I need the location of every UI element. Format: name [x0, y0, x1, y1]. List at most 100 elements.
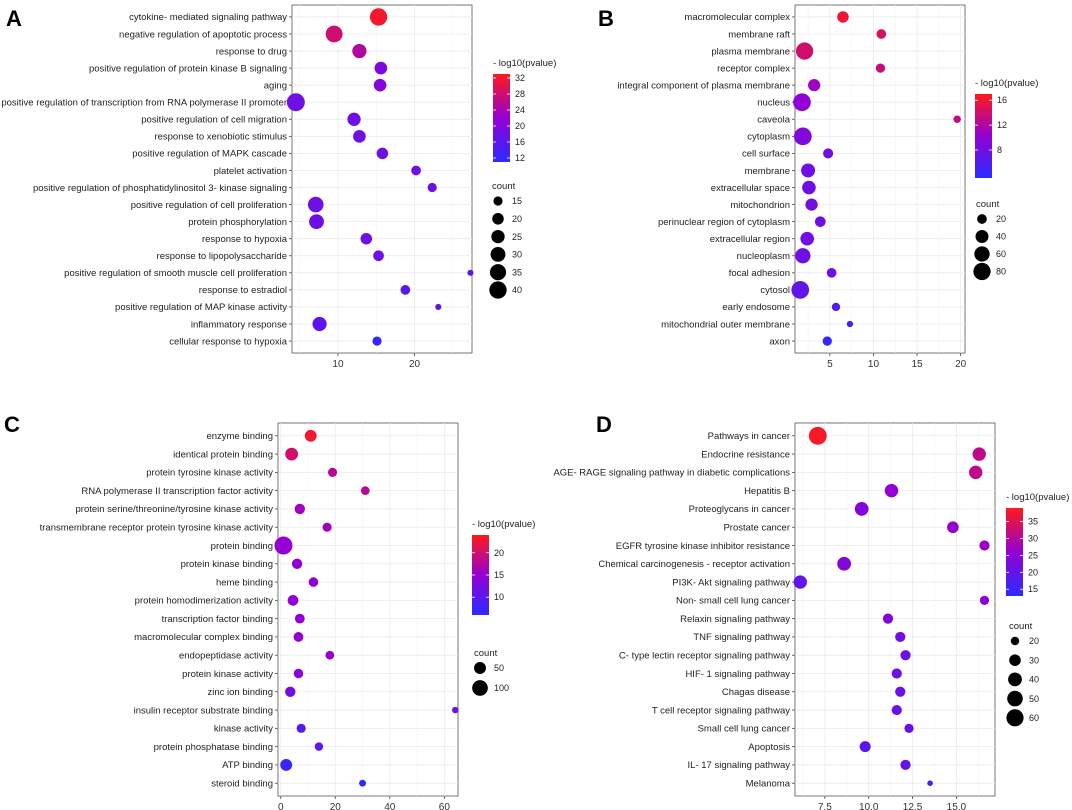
data-point: [352, 43, 367, 59]
category-label: platelet activation: [214, 166, 287, 177]
x-tick-label: 20: [409, 359, 421, 370]
category-label: early endosome: [722, 302, 790, 313]
category-label: transcription factor binding: [162, 614, 273, 625]
category-label: response to estradiol: [199, 285, 287, 296]
data-point: [837, 556, 852, 571]
data-point: [374, 61, 388, 75]
category-label: positive regulation of cell migration: [141, 115, 287, 126]
category-label: membrane raft: [728, 29, 790, 40]
size-legend-label: 100: [494, 683, 509, 693]
category-label: Chemical carcinogenesis - receptor activ…: [598, 559, 790, 570]
category-label: cytosol: [760, 285, 790, 296]
data-point: [308, 577, 319, 587]
data-point: [805, 198, 818, 211]
size-legend-label: 15: [512, 196, 522, 206]
data-point: [285, 447, 299, 461]
color-legend-title: - log10(pvalue): [975, 78, 1038, 89]
category-label: ATP binding: [222, 760, 273, 771]
category-label: protein tyrosine kinase activity: [146, 468, 273, 479]
data-point: [900, 759, 911, 771]
data-point: [802, 180, 816, 195]
size-legend-dot: [975, 230, 989, 243]
category-label: kinase activity: [214, 724, 273, 735]
data-point: [791, 281, 810, 299]
category-label: Pathways in cancer: [708, 431, 790, 442]
size-legend-label: 80: [996, 267, 1006, 277]
size-legend-label: 30: [512, 250, 522, 260]
data-point: [347, 112, 361, 126]
data-point: [294, 613, 305, 624]
size-legend-dot: [977, 214, 987, 224]
x-tick-label: 0: [278, 802, 284, 810]
category-label: plasma membrane: [711, 46, 790, 57]
data-point: [895, 631, 906, 643]
size-legend-title: count: [474, 648, 498, 659]
category-label: positive regulation of smooth muscle cel…: [64, 268, 287, 279]
category-label: aging: [264, 80, 287, 91]
category-label: negative regulation of apoptotic process: [119, 29, 287, 40]
data-point: [837, 11, 849, 23]
category-label: zinc ion binding: [208, 687, 274, 698]
colorbar-label: 12: [515, 153, 525, 163]
size-legend-label: 60: [1029, 713, 1039, 723]
category-label: cytoplasm: [747, 132, 790, 143]
category-label: protein binding: [211, 541, 273, 552]
data-point: [969, 465, 983, 480]
data-point: [795, 42, 814, 60]
panel-d: D 7.5 10.0 12.5 15.0 Pathways in cancer Endocr…: [553, 412, 1069, 810]
data-point: [979, 540, 990, 551]
data-point: [307, 196, 324, 213]
size-legend-label: 40: [996, 232, 1006, 242]
data-point: [822, 336, 832, 346]
size-legend-label: 25: [512, 232, 522, 242]
panel-c: C 0 20 40 60 enzyme binding identical protein …: [4, 412, 535, 810]
data-point: [287, 594, 299, 606]
category-label: protein phosphatase binding: [154, 742, 273, 753]
data-point: [793, 127, 812, 146]
category-label: response to drug: [216, 46, 287, 57]
data-point: [411, 165, 421, 176]
plot-area: [291, 4, 473, 354]
category-label: identical protein binding: [173, 449, 273, 460]
data-point: [360, 486, 370, 496]
data-point: [291, 558, 303, 569]
size-legend-dot: [1006, 709, 1024, 727]
panel-letter: A: [6, 6, 22, 31]
category-label: Hepatitis B: [744, 486, 790, 497]
category-label: response to xenobiotic stimulus: [154, 132, 287, 143]
panel-a: A 10 20 cytokine- mediated signaling pathwa…: [1, 4, 556, 370]
size-legend-label: 60: [996, 249, 1006, 259]
category-label: receptor complex: [717, 63, 790, 74]
colorbar-label: 8: [997, 145, 1002, 155]
data-point: [891, 704, 902, 716]
x-tick-label: 40: [384, 802, 396, 810]
colorbar-label: 16: [997, 95, 1007, 105]
category-label: nucleus: [757, 98, 790, 109]
data-point: [314, 742, 324, 751]
category-label: insulin receptor substrate binding: [134, 705, 273, 716]
size-legend-dot: [1007, 690, 1023, 707]
data-point: [309, 214, 324, 230]
category-label: C- type lectin receptor signaling pathwa…: [619, 651, 790, 662]
size-legend-dot: [474, 662, 486, 674]
size-legend-label: 35: [512, 267, 522, 277]
data-point: [325, 650, 335, 660]
category-label: macromolecular complex binding: [134, 632, 273, 643]
data-point: [876, 29, 887, 39]
colorbar-label: 15: [494, 570, 504, 580]
category-label: cytokine- mediated signaling pathway: [129, 12, 287, 23]
category-label: membrane: [745, 166, 790, 177]
panel-letter: C: [4, 412, 20, 437]
data-point: [800, 231, 815, 246]
x-tick-label: 10: [332, 359, 344, 370]
x-tick-label: 20: [955, 359, 967, 370]
colorbar: [1006, 508, 1023, 596]
panel-letter: B: [598, 6, 614, 31]
category-label: protein kinase activity: [182, 669, 273, 680]
x-tick-label: 5: [827, 359, 833, 370]
data-point: [793, 575, 807, 589]
size-legend-dot: [974, 246, 990, 262]
x-tick-label: 10: [868, 359, 880, 370]
data-point: [801, 163, 816, 178]
